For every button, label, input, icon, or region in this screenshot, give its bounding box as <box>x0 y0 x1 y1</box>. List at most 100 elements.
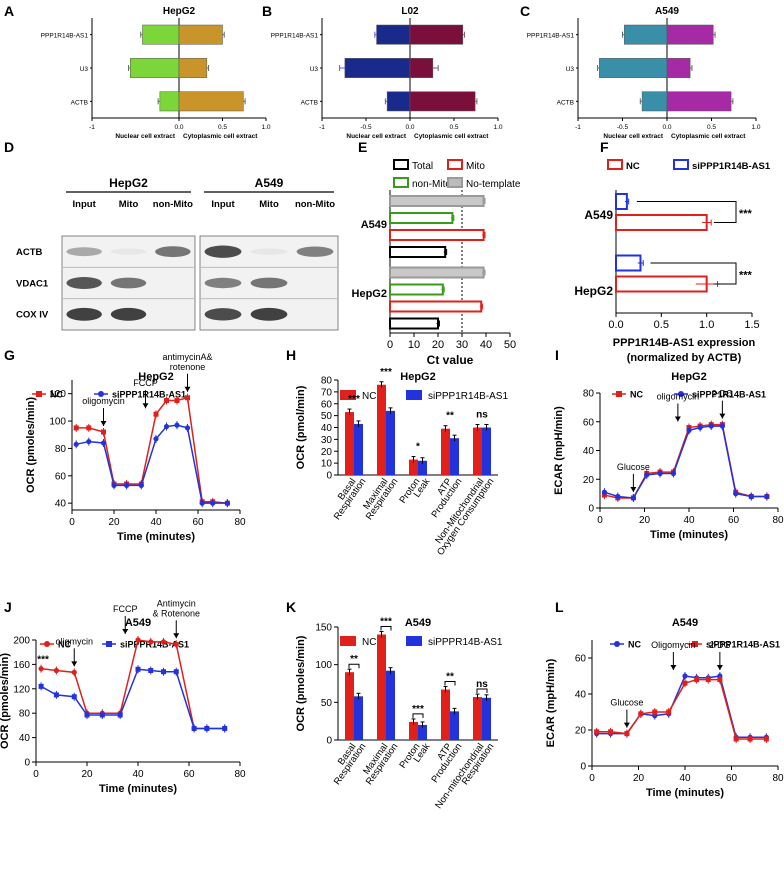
data-point <box>148 639 154 645</box>
cyto-axis-label: Cytoplasmic cell extract <box>671 133 746 140</box>
significance-label: ns <box>476 410 488 421</box>
x-tick-label: 0.0 <box>662 124 671 131</box>
data-point <box>38 683 44 689</box>
bar-nc <box>345 412 354 475</box>
bar-nc <box>441 689 450 740</box>
x-tick-label: -1 <box>319 124 325 131</box>
data-point <box>697 424 703 431</box>
y-tick-label: 30 <box>321 435 333 446</box>
bar-cytoplasmic <box>178 91 244 112</box>
significance-label: *** <box>37 655 49 666</box>
blot-band <box>250 277 288 289</box>
y-tick-label: 0 <box>580 762 586 773</box>
panel-letter-H: H <box>286 347 296 363</box>
annotation-arrowhead <box>122 629 129 634</box>
annotation-label: Oligomycin <box>651 640 696 650</box>
x-axis-label: Time (minutes) <box>117 531 195 543</box>
panel-letter-C: C <box>520 3 530 19</box>
y-tick-label: 40 <box>19 733 31 744</box>
bar-nc <box>377 384 386 475</box>
data-point <box>174 422 180 428</box>
bar-nuclear <box>599 58 668 78</box>
data-point <box>153 411 159 417</box>
chart-title: HepG2 <box>163 6 196 17</box>
blot-band <box>155 246 191 258</box>
data-point <box>53 667 60 674</box>
blot-band <box>204 308 242 321</box>
bar-cytoplasmic <box>178 58 208 78</box>
blot-band <box>204 245 242 258</box>
bar-si <box>482 427 491 475</box>
y-tick-label: 60 <box>583 417 595 428</box>
legend-label: NC <box>628 640 641 650</box>
bar-nc <box>615 214 708 231</box>
x-tick-label: 20 <box>108 517 120 528</box>
legend-marker <box>678 391 684 397</box>
y-tick-label: 50 <box>321 698 333 709</box>
data-point <box>222 725 228 731</box>
data-point <box>764 493 770 500</box>
panel-G: HepG2 NC siPPP1R14B-AS1 40 60 80 100 120 0 20 40 60… <box>25 352 246 543</box>
x-tick-label: 0.0 <box>608 319 623 331</box>
bar-nuclear <box>142 24 180 45</box>
legend-label: siPPPR14B-AS1 <box>428 637 503 648</box>
annotation-label: Glucose <box>610 698 643 708</box>
x-axis-label: PPP1R14B-AS1 expression <box>613 337 756 349</box>
legend-swatch <box>673 159 689 170</box>
panel-E: Total Mito non-Mito No-template A549 HepG2 0 10… <box>352 159 521 367</box>
group-label: HepG2 <box>574 284 613 298</box>
nuclear-axis-label: Nuclear cell extract <box>346 133 406 140</box>
bar-si <box>450 711 459 740</box>
legend-label: siPPP1R14B-AS1 <box>706 640 780 650</box>
x-tick-label: 20 <box>633 773 645 784</box>
bar-cytoplasmic <box>409 24 464 45</box>
bar-non-mito <box>389 212 454 224</box>
significance-label: *** <box>739 208 753 220</box>
data-point <box>86 425 92 431</box>
bar-cytoplasmic <box>666 91 732 112</box>
bar-si <box>386 410 395 475</box>
data-point <box>204 725 210 731</box>
legend-swatch <box>340 636 356 646</box>
legend-label: No-template <box>466 179 521 190</box>
bar-total <box>389 317 439 330</box>
bar-nc <box>377 634 386 740</box>
category-label: PPP1R14B-AS1 <box>271 33 319 40</box>
x-tick-label: 0.5 <box>449 124 458 131</box>
bar-nuclear <box>376 24 411 45</box>
panel-letter-K: K <box>286 599 296 615</box>
blot-band <box>66 247 102 257</box>
blot-band <box>110 248 147 255</box>
panel-letter-D: D <box>4 139 14 155</box>
series-line <box>40 668 225 730</box>
blot-row-label: ACTB <box>16 247 43 258</box>
data-point <box>615 493 621 500</box>
data-point <box>717 677 723 683</box>
y-tick-label: 160 <box>13 660 30 671</box>
data-point <box>601 489 608 495</box>
annotation-label: oligomycin <box>657 392 700 402</box>
annotation-label: 2-DG <box>712 389 734 399</box>
y-tick-label: 60 <box>575 654 587 665</box>
significance-label: ** <box>446 672 454 683</box>
data-point <box>747 736 753 742</box>
data-point <box>124 482 130 488</box>
x-tick-label: -1 <box>575 124 581 131</box>
panel-letter-L: L <box>555 599 564 615</box>
bar-nc <box>473 697 482 740</box>
x-tick-label: 60 <box>726 773 738 784</box>
category-label: ACTB <box>301 99 318 106</box>
y-axis-label: OCR (pmoles/min) <box>25 397 37 493</box>
significance-label: ns <box>476 679 488 690</box>
data-point <box>652 709 658 715</box>
x-tick-label: 60 <box>728 515 740 526</box>
legend-swatch <box>406 636 422 646</box>
x-tick-label: 60 <box>192 517 204 528</box>
chart-title: HepG2 <box>138 371 173 383</box>
bar-si <box>418 460 427 475</box>
y-tick-label: 10 <box>321 459 333 470</box>
x-axis-label: Time (minutes) <box>99 783 177 795</box>
blot-row-label: VDAC1 <box>16 278 49 289</box>
bar-nuclear <box>130 58 180 78</box>
data-point <box>148 668 154 673</box>
